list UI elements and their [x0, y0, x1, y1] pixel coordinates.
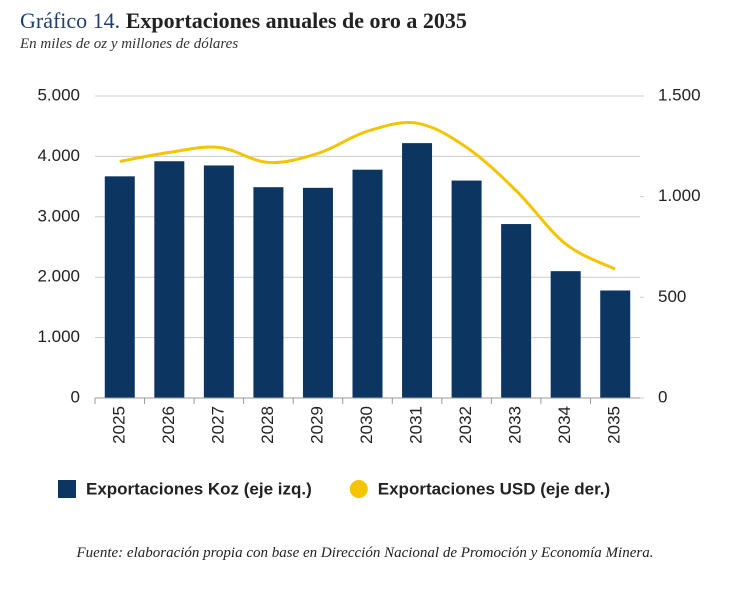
line: [119, 121, 616, 271]
bar: [302, 187, 333, 398]
bar: [550, 271, 581, 398]
bar: [253, 187, 284, 398]
bar: [154, 161, 185, 398]
bar: [352, 169, 383, 398]
y2-tick-label: 1.500: [658, 85, 701, 104]
legend-swatch: [349, 480, 368, 498]
chart-title: Gráfico 14. Exportaciones anuales de oro…: [20, 8, 467, 34]
y-tick-label: 2.000: [37, 267, 80, 286]
bar: [600, 290, 631, 398]
bar: [451, 180, 482, 398]
x-tick-label: 2028: [258, 406, 277, 444]
legend-label: Exportaciones Koz (eje izq.): [86, 479, 312, 498]
legend-label: Exportaciones USD (eje der.): [378, 479, 610, 498]
x-tick-label: 2030: [357, 406, 376, 444]
y-tick-label: 4.000: [37, 146, 80, 165]
y2-tick-label: 0: [658, 387, 667, 406]
title-text: Exportaciones anuales de oro a 2035: [125, 8, 467, 33]
x-tick-label: 2031: [407, 406, 426, 444]
title-label: Gráfico 14.: [20, 8, 121, 33]
header: Gráfico 14. Exportaciones anuales de oro…: [20, 8, 467, 53]
x-tick-label: 2027: [208, 406, 227, 444]
x-tick-label: 2033: [506, 406, 525, 444]
y2-tick-label: 500: [658, 287, 686, 306]
x-tick-label: 2026: [159, 406, 178, 444]
legend-swatch: [58, 480, 76, 498]
chart: 0 1.000 2.000 3.000 4.000 5.000 0 500 1.000 1.500…: [37, 85, 701, 498]
y-tick-label: 3.000: [37, 206, 80, 225]
bar: [104, 176, 135, 398]
y-tick-label: 1.000: [37, 327, 80, 346]
y2-tick-label: 1.000: [658, 186, 701, 205]
subtitle: En miles de oz y millones de dólares: [20, 36, 239, 52]
bar: [501, 224, 532, 398]
x-tick-label: 2034: [555, 406, 574, 444]
x-tick-label: 2025: [109, 406, 128, 444]
y-tick-label: 0: [71, 387, 80, 406]
bar: [203, 165, 234, 398]
x-tick-label: 2032: [456, 406, 475, 444]
bar: [402, 143, 433, 398]
x-tick-label: 2029: [307, 406, 326, 444]
x-tick-label: 2035: [605, 406, 624, 444]
source-note: Fuente: elaboración propia con base en D…: [76, 545, 654, 561]
y-tick-label: 5.000: [37, 85, 80, 104]
